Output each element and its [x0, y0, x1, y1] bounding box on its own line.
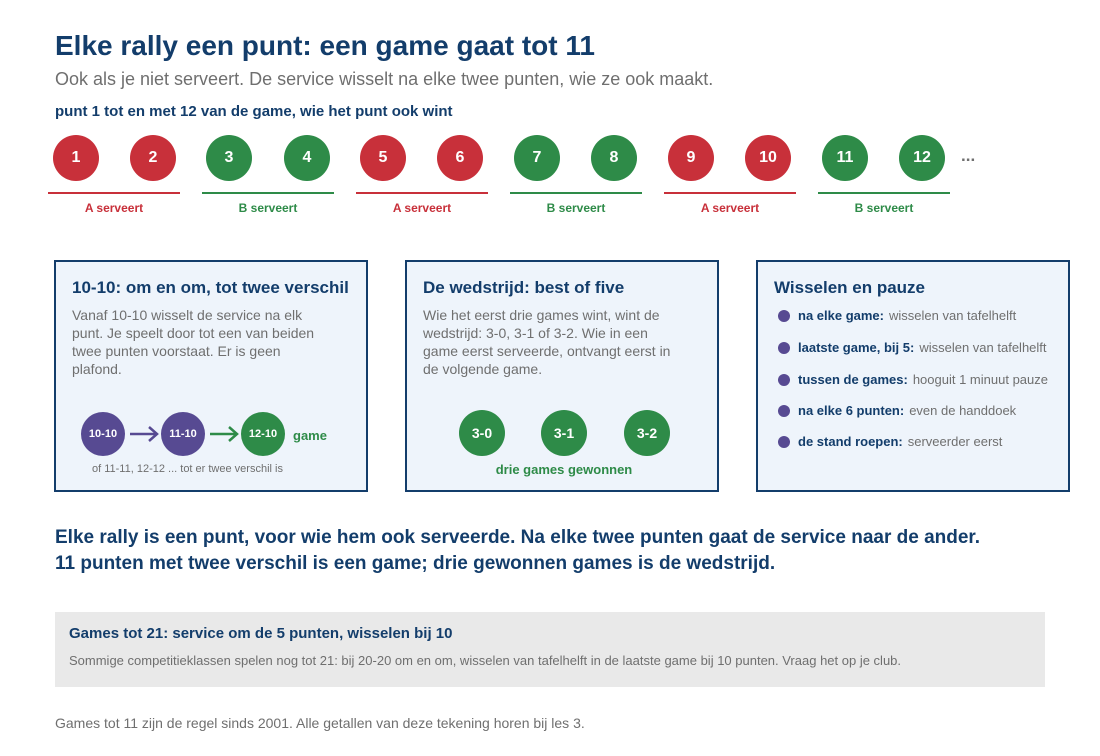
point-circle: 11 — [822, 135, 868, 181]
bullet-icon — [778, 435, 790, 448]
rule-key: na elke game: — [798, 308, 884, 323]
note-title: Games tot 21: service om de 5 punten, wi… — [69, 625, 453, 642]
point-circle: 3 — [206, 135, 252, 181]
card-match-body: Wie het eerst drie games wint, wint de w… — [423, 307, 671, 377]
card-match-title: De wedstrijd: best of five — [423, 278, 625, 297]
summary-line-1: Elke rally is een punt, voor wie hem ook… — [55, 527, 981, 548]
card-deuce: 10-10: om en om, tot twee verschil Vanaf… — [54, 260, 368, 492]
rule-value: wisselen van tafelhelft — [889, 308, 1017, 323]
footer-note: Games tot 11 zijn de regel sinds 2001. A… — [55, 715, 585, 731]
serve-bar — [356, 192, 488, 194]
rule-value: wisselen van tafelhelft — [919, 340, 1047, 355]
card-ends-title: Wisselen en pauze — [774, 278, 926, 297]
page-subtitle: Ook als je niet serveert. De service wis… — [55, 69, 714, 89]
point-circle: 7 — [514, 135, 560, 181]
rule-item: de stand roepen: serveerder eerst — [778, 434, 1002, 449]
serve-bar — [664, 192, 796, 194]
point-circle: 10 — [745, 135, 791, 181]
rule-item: tussen de games: hooguit 1 minuut pauze — [778, 372, 1048, 387]
point-circle: 1 — [53, 135, 99, 181]
flow-end-label: game — [293, 428, 327, 443]
match-score-1: 3-0 — [459, 410, 505, 456]
point-circle: 9 — [668, 135, 714, 181]
summary-line-2: 11 punten met twee verschil is een game;… — [55, 553, 776, 574]
flow-score-1: 10-10 — [81, 412, 125, 456]
card-deuce-body: Vanaf 10-10 wisselt de service na elk pu… — [72, 307, 315, 377]
card-deuce-title: 10-10: om en om, tot twee verschil — [72, 278, 349, 297]
rule-item: na elke 6 punten: even de handdoek — [778, 403, 1016, 418]
match-score-3: 3-2 — [624, 410, 670, 456]
page-title: Elke rally een punt: een game gaat tot 1… — [55, 30, 595, 61]
rule-key: tussen de games: — [798, 372, 908, 387]
bullet-icon — [778, 309, 790, 322]
card-match: De wedstrijd: best of five Wie het eerst… — [405, 260, 719, 492]
point-circle: 6 — [437, 135, 483, 181]
serve-label: A serveert — [392, 201, 452, 215]
note-box: Games tot 21: service om de 5 punten, wi… — [55, 612, 1045, 687]
rule-item: laatste game, bij 5: wisselen van tafelh… — [778, 340, 1047, 355]
points-ellipsis: ... — [961, 146, 976, 165]
summary: Elke rally is een punt, voor wie hem ook… — [55, 525, 980, 577]
flow-note: of 11-11, 12-12 ... tot er twee verschil… — [92, 463, 283, 475]
rule-key: laatste game, bij 5: — [798, 340, 915, 355]
match-scores-label: drie games gewonnen — [495, 462, 633, 477]
flow-arrow-icon — [210, 426, 239, 442]
point-circle: 5 — [360, 135, 406, 181]
card-ends: Wisselen en pauze na elke game: wisselen… — [756, 260, 1070, 492]
flow-arrow-icon — [130, 426, 159, 442]
point-circle: 2 — [130, 135, 176, 181]
match-score-2: 3-1 — [541, 410, 587, 456]
rule-key: na elke 6 punten: — [798, 403, 905, 418]
serve-label: A serveert — [700, 201, 760, 215]
note-body: Sommige competitieklassen spelen nog tot… — [69, 653, 902, 668]
rule-key: de stand roepen: — [798, 434, 903, 449]
point-circle: 4 — [284, 135, 330, 181]
serve-label: A serveert — [84, 201, 144, 215]
serve-bar — [818, 192, 950, 194]
bullet-icon — [778, 373, 790, 386]
point-circle: 8 — [591, 135, 637, 181]
serve-bar — [202, 192, 334, 194]
rule-item: na elke game: wisselen van tafelhelft — [778, 308, 1016, 323]
serve-label: B serveert — [238, 201, 298, 215]
serve-bar — [48, 192, 180, 194]
point-circle: 12 — [899, 135, 945, 181]
bullet-icon — [778, 404, 790, 417]
rule-value: serveerder eerst — [907, 434, 1003, 449]
rule-value: hooguit 1 minuut pauze — [912, 372, 1048, 387]
rule-value: even de handdoek — [909, 403, 1017, 418]
serve-bar — [510, 192, 642, 194]
flow-score-2: 11-10 — [161, 412, 205, 456]
bullet-icon — [778, 341, 790, 354]
serve-label: B serveert — [546, 201, 606, 215]
points-heading: punt 1 tot en met 12 van de game, wie he… — [55, 103, 453, 120]
flow-score-3: 12-10 — [241, 412, 285, 456]
serve-label: B serveert — [854, 201, 914, 215]
